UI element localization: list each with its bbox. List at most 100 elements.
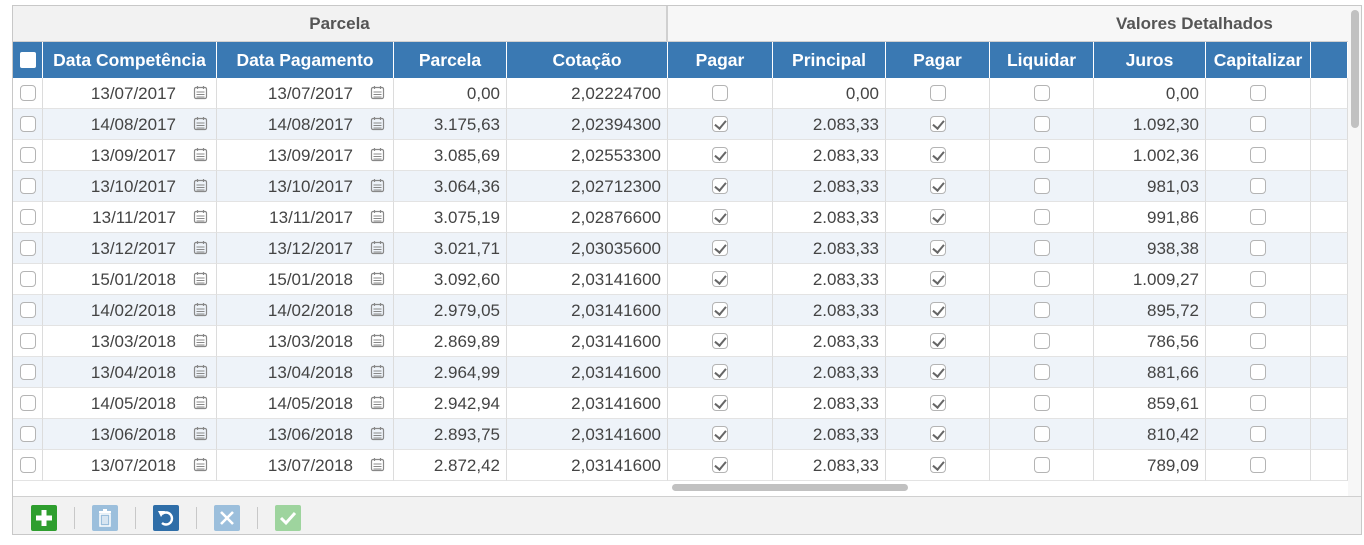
pagar-checkbox[interactable]	[712, 178, 728, 195]
capitalizar-checkbox[interactable]	[1250, 457, 1266, 474]
liquidar-checkbox[interactable]	[1033, 147, 1050, 164]
data-pagamento-cell[interactable]: 13/04/2018	[217, 357, 394, 388]
pagar-principal-checkbox[interactable]	[929, 240, 946, 257]
row-select-checkbox[interactable]	[19, 333, 36, 350]
table-row[interactable]: 13/06/2018 13/06/2018 2.893,75 2,03141600 2.…	[13, 419, 1348, 450]
capitalizar-checkbox[interactable]	[1250, 271, 1266, 288]
table-row[interactable]: 13/03/2018 13/03/2018 2.869,89 2,03141600 2.…	[13, 326, 1348, 357]
row-select-checkbox[interactable]	[19, 302, 36, 319]
pagar-principal-checkbox[interactable]	[929, 333, 946, 350]
capitalizar-checkbox[interactable]	[1250, 85, 1266, 102]
calendar-icon[interactable]	[193, 271, 208, 286]
parcela-cell[interactable]: 2.942,94	[394, 388, 507, 419]
pagar-principal-checkbox[interactable]	[929, 364, 946, 381]
data-competencia-cell[interactable]: 15/01/2018	[43, 264, 217, 295]
data-pagamento-cell[interactable]: 13/07/2018	[217, 450, 394, 481]
data-pagamento-cell[interactable]: 13/07/2017	[217, 78, 394, 109]
principal-cell[interactable]: 2.083,33	[773, 202, 886, 233]
data-competencia-cell[interactable]: 13/07/2017	[43, 78, 217, 109]
table-row[interactable]: 15/01/2018 15/01/2018 3.092,60 2,03141600 2.…	[13, 264, 1348, 295]
calendar-icon[interactable]	[370, 209, 385, 224]
header-cotacao[interactable]: Cotação	[507, 42, 668, 78]
row-select-cell[interactable]	[13, 450, 43, 481]
data-pagamento-cell[interactable]: 13/03/2018	[217, 326, 394, 357]
cotacao-cell[interactable]: 2,03141600	[507, 419, 668, 450]
row-select-checkbox[interactable]	[19, 209, 36, 226]
calendar-icon[interactable]	[370, 333, 385, 348]
principal-cell[interactable]: 2.083,33	[773, 450, 886, 481]
capitalizar-checkbox[interactable]	[1250, 302, 1266, 319]
header-data-pagamento[interactable]: Data Pagamento	[217, 42, 394, 78]
row-select-cell[interactable]	[13, 419, 43, 450]
cotacao-cell[interactable]: 2,03141600	[507, 388, 668, 419]
pagar-principal-checkbox[interactable]	[929, 147, 946, 164]
capitalizar-checkbox[interactable]	[1250, 426, 1266, 443]
principal-cell[interactable]: 2.083,33	[773, 419, 886, 450]
principal-cell[interactable]: 2.083,33	[773, 264, 886, 295]
calendar-icon[interactable]	[193, 178, 208, 193]
table-row[interactable]: 13/07/2017 13/07/2017 0,00 2,02224700 0,00 0,…	[13, 78, 1348, 109]
liquidar-checkbox[interactable]	[1033, 333, 1050, 350]
liquidar-checkbox[interactable]	[1033, 364, 1050, 381]
pagar-checkbox[interactable]	[712, 240, 728, 257]
liquidar-checkbox[interactable]	[1033, 178, 1050, 195]
principal-cell[interactable]: 2.083,33	[773, 233, 886, 264]
cotacao-cell[interactable]: 2,03141600	[507, 326, 668, 357]
parcela-cell[interactable]: 3.085,69	[394, 140, 507, 171]
juros-cell[interactable]: 895,72	[1094, 295, 1206, 326]
data-pagamento-cell[interactable]: 13/10/2017	[217, 171, 394, 202]
pagar-principal-checkbox[interactable]	[929, 116, 946, 133]
horizontal-scroll-thumb[interactable]	[672, 484, 908, 491]
cotacao-cell[interactable]: 2,03035600	[507, 233, 668, 264]
capitalizar-checkbox[interactable]	[1250, 333, 1266, 350]
parcela-cell[interactable]: 3.075,19	[394, 202, 507, 233]
row-select-checkbox[interactable]	[19, 457, 36, 474]
juros-cell[interactable]: 0,00	[1094, 78, 1206, 109]
parcela-cell[interactable]: 2.872,42	[394, 450, 507, 481]
liquidar-checkbox[interactable]	[1033, 395, 1050, 412]
calendar-icon[interactable]	[370, 395, 385, 410]
data-competencia-cell[interactable]: 13/12/2017	[43, 233, 217, 264]
calendar-icon[interactable]	[193, 333, 208, 348]
principal-cell[interactable]: 2.083,33	[773, 388, 886, 419]
header-data-competencia[interactable]: Data Competência	[43, 42, 217, 78]
pagar-checkbox[interactable]	[712, 209, 728, 226]
juros-cell[interactable]: 810,42	[1094, 419, 1206, 450]
data-pagamento-cell[interactable]: 13/06/2018	[217, 419, 394, 450]
juros-cell[interactable]: 991,86	[1094, 202, 1206, 233]
calendar-icon[interactable]	[193, 209, 208, 224]
pagar-principal-checkbox[interactable]	[929, 178, 946, 195]
pagar-checkbox[interactable]	[712, 333, 728, 350]
parcela-cell[interactable]: 3.175,63	[394, 109, 507, 140]
header-juros[interactable]: Juros	[1094, 42, 1206, 78]
header-capitalizar[interactable]: Capitalizar	[1206, 42, 1311, 78]
table-row[interactable]: 14/05/2018 14/05/2018 2.942,94 2,03141600 2.…	[13, 388, 1348, 419]
data-pagamento-cell[interactable]: 13/11/2017	[217, 202, 394, 233]
calendar-icon[interactable]	[370, 364, 385, 379]
parcela-cell[interactable]: 2.869,89	[394, 326, 507, 357]
parcela-cell[interactable]: 2.979,05	[394, 295, 507, 326]
pagar-principal-checkbox[interactable]	[929, 395, 946, 412]
table-row[interactable]: 14/08/2017 14/08/2017 3.175,63 2,02394300 2.…	[13, 109, 1348, 140]
liquidar-checkbox[interactable]	[1033, 302, 1050, 319]
principal-cell[interactable]: 0,00	[773, 78, 886, 109]
capitalizar-checkbox[interactable]	[1250, 147, 1266, 164]
header-pagar[interactable]: Pagar	[668, 42, 773, 78]
pagar-checkbox[interactable]	[712, 85, 728, 102]
pagar-principal-checkbox[interactable]	[929, 209, 946, 226]
juros-cell[interactable]: 881,66	[1094, 357, 1206, 388]
row-select-cell[interactable]	[13, 357, 43, 388]
calendar-icon[interactable]	[193, 147, 208, 162]
data-competencia-cell[interactable]: 13/04/2018	[43, 357, 217, 388]
calendar-icon[interactable]	[193, 302, 208, 317]
row-select-cell[interactable]	[13, 202, 43, 233]
header-liquidar[interactable]: Liquidar	[990, 42, 1094, 78]
data-competencia-cell[interactable]: 13/07/2018	[43, 450, 217, 481]
row-select-cell[interactable]	[13, 233, 43, 264]
vertical-scroll-thumb[interactable]	[1351, 10, 1359, 128]
cotacao-cell[interactable]: 2,03141600	[507, 357, 668, 388]
capitalizar-checkbox[interactable]	[1250, 395, 1266, 412]
data-competencia-cell[interactable]: 13/03/2018	[43, 326, 217, 357]
data-pagamento-cell[interactable]: 14/08/2017	[217, 109, 394, 140]
calendar-icon[interactable]	[370, 271, 385, 286]
